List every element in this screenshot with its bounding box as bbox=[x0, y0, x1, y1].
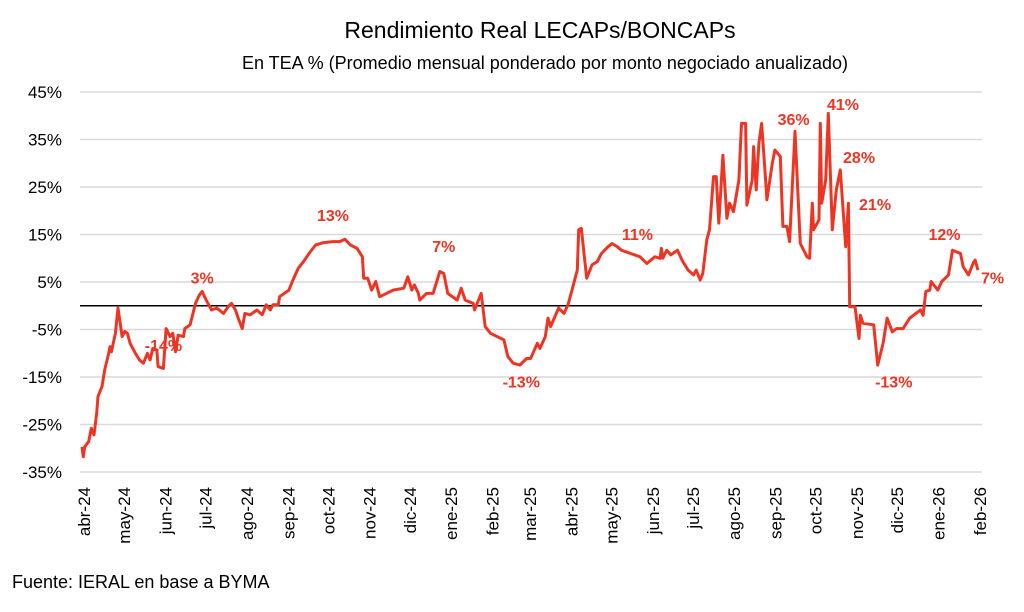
x-tick-label: jun-24 bbox=[156, 487, 175, 535]
x-tick-label: dic-24 bbox=[401, 487, 420, 533]
x-tick-label: ene-26 bbox=[929, 487, 948, 540]
x-tick-label: jul-24 bbox=[196, 487, 215, 530]
data-label: -13% bbox=[503, 374, 540, 391]
x-tick-label: jul-25 bbox=[684, 487, 703, 530]
data-label: -13% bbox=[875, 374, 912, 391]
y-tick-label: -35% bbox=[22, 463, 62, 482]
y-tick-label: -15% bbox=[22, 368, 62, 387]
x-tick-label: dic-25 bbox=[888, 487, 907, 533]
x-tick-label: oct-24 bbox=[319, 487, 338, 534]
data-label: 41% bbox=[827, 97, 859, 114]
data-label: 3% bbox=[191, 270, 214, 287]
y-tick-label: 45% bbox=[28, 83, 62, 102]
x-tick-label: ago-25 bbox=[725, 487, 744, 540]
y-tick-label: -5% bbox=[32, 321, 62, 340]
annotations: -14% 3% 13% 7% -13% 11% 36% 41% 28% 21% -13% 12% 7% bbox=[145, 97, 1004, 391]
y-tick-label: 35% bbox=[28, 131, 62, 150]
y-tick-label: 5% bbox=[37, 273, 62, 292]
data-label: 21% bbox=[859, 197, 891, 214]
x-tick-label: ene-25 bbox=[442, 487, 461, 540]
data-label: 36% bbox=[778, 112, 810, 129]
y-axis: 45% 35% 25% 15% 5% -5% -15% -25% -35% bbox=[22, 83, 62, 482]
data-label: 13% bbox=[317, 208, 349, 225]
x-tick-label: nov-25 bbox=[848, 487, 867, 539]
x-tick-label: abr-25 bbox=[562, 487, 581, 536]
x-tick-label: sep-24 bbox=[279, 487, 298, 539]
x-axis: abr-24 may-24 jun-24 jul-24 ago-24 sep-24 oct-… bbox=[75, 487, 990, 544]
series-line bbox=[80, 111, 980, 459]
data-label: 7% bbox=[432, 239, 455, 256]
x-tick-label: abr-24 bbox=[75, 487, 94, 536]
y-tick-label: 15% bbox=[28, 226, 62, 245]
data-label: 11% bbox=[622, 227, 653, 244]
x-tick-label: oct-25 bbox=[807, 487, 826, 534]
data-label: -14% bbox=[145, 338, 182, 355]
chart-title: Rendimiento Real LECAPs/BONCAPs bbox=[344, 17, 735, 43]
x-tick-label: sep-25 bbox=[767, 487, 786, 539]
x-tick-label: mar-25 bbox=[521, 487, 540, 541]
x-tick-label: feb-25 bbox=[484, 487, 503, 535]
data-label: 7% bbox=[981, 270, 1004, 287]
x-tick-label: nov-24 bbox=[361, 487, 380, 539]
gridlines bbox=[80, 91, 982, 473]
x-tick-label: jun-25 bbox=[644, 487, 663, 535]
x-tick-label: may-25 bbox=[602, 487, 621, 544]
data-label: 12% bbox=[928, 227, 960, 244]
y-tick-label: 25% bbox=[28, 178, 62, 197]
chart-subtitle: En TEA % (Promedio mensual ponderado por… bbox=[242, 53, 848, 73]
y-tick-label: -25% bbox=[22, 416, 62, 435]
data-label: 28% bbox=[843, 150, 875, 167]
x-tick-label: feb-26 bbox=[971, 487, 990, 535]
source-note: Fuente: IERAL en base a BYMA bbox=[12, 572, 270, 592]
x-tick-label: ago-24 bbox=[238, 487, 257, 540]
x-tick-label: may-24 bbox=[115, 487, 134, 544]
